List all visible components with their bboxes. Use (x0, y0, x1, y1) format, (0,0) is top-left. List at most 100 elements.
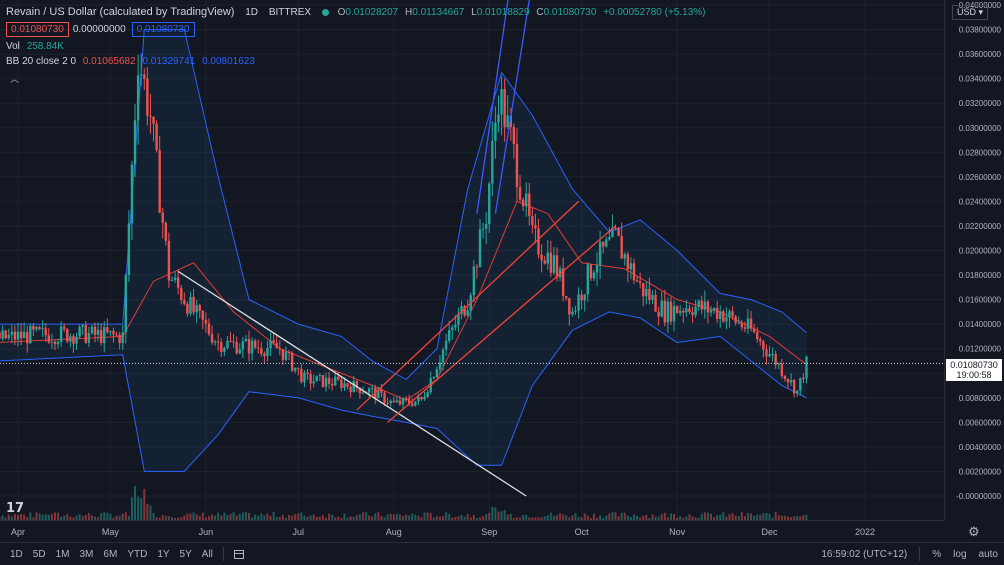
volume-bar (392, 514, 395, 520)
price-axis[interactable]: 0.04000000 0.03800000 0.03600000 0.03400000… (944, 0, 1004, 520)
price-tick-label: 0.01400000 (959, 320, 1002, 329)
volume-bar (60, 516, 63, 520)
volume-bar (512, 517, 515, 520)
candle-body (617, 227, 620, 236)
candle-body (75, 336, 78, 344)
bb-lower-line (0, 311, 807, 472)
time-axis-svg: Apr May Jun Jul Aug Sep Oct Nov Dec 2022 (11, 527, 875, 537)
timeframe-1m[interactable]: 1M (55, 548, 70, 560)
candle-body (383, 392, 386, 403)
candle-body (269, 340, 272, 349)
volume-bar (768, 513, 771, 520)
candle-body (260, 348, 263, 354)
volume-bar (605, 515, 608, 520)
volume-bar (697, 517, 700, 520)
volume-bar (639, 517, 642, 520)
candle-body (226, 340, 229, 348)
candle-body (352, 381, 355, 393)
candle-body (543, 260, 546, 264)
timeframe-all[interactable]: All (201, 548, 213, 560)
candle-body (725, 317, 728, 322)
timeframe-5y[interactable]: 5Y (179, 548, 192, 560)
price-tick-label: 0.02000000 (959, 247, 1002, 256)
volume-bar (796, 515, 799, 520)
candle-body (598, 241, 602, 266)
log-toggle[interactable]: log (953, 548, 967, 560)
candle-body (762, 341, 765, 350)
candle-body (682, 310, 685, 313)
volume-bar (602, 517, 605, 520)
candle-body (176, 277, 180, 288)
symbol-title[interactable]: Revain / US Dollar (calculated by Tradin… (6, 6, 235, 18)
volume-bar (463, 516, 466, 520)
volume-bar (112, 517, 115, 520)
volume-bar (254, 514, 257, 520)
volume-bar (657, 516, 660, 520)
candle-body (63, 326, 66, 330)
interval-label[interactable]: 1D (245, 7, 259, 18)
volume-bar (75, 515, 78, 520)
calendar-icon[interactable] (233, 549, 244, 559)
candle-body (771, 353, 774, 355)
timeframe-5d[interactable]: 5D (32, 548, 46, 560)
timeframe-1d[interactable]: 1D (10, 548, 23, 560)
timeframe-1y[interactable]: 1Y (157, 548, 170, 560)
chart-area[interactable]: Revain / US Dollar (calculated by Tradin… (0, 0, 944, 520)
volume-bar (352, 516, 355, 520)
volume-bar (734, 515, 737, 520)
volume-bar (297, 513, 300, 520)
timeframe-ytd[interactable]: YTD (127, 548, 148, 560)
timeframe-6m[interactable]: 6M (103, 548, 118, 560)
candle-body (734, 316, 737, 323)
currency-button[interactable]: USD ▾ (952, 5, 989, 20)
candle-body (210, 334, 214, 343)
candle-body (722, 311, 725, 322)
volume-bar (109, 514, 112, 520)
volume-bar (457, 516, 460, 520)
price-tick-label: -0.00000000 (956, 492, 1001, 501)
percent-toggle[interactable]: % (932, 548, 942, 560)
volume-bar (485, 513, 488, 520)
candle-body (602, 241, 605, 247)
candle-body (441, 349, 445, 363)
volume-bar (266, 513, 269, 520)
candle-body (774, 353, 777, 365)
tradingview-logo[interactable]: 17 (6, 501, 25, 516)
candle-body (571, 311, 574, 315)
candle-body (466, 310, 469, 316)
volume-bar (241, 512, 244, 520)
volume-legend[interactable]: Vol 258.84K (6, 41, 64, 52)
price-tick-label: 0.00200000 (959, 467, 1002, 476)
candle-body (491, 140, 494, 184)
time-axis[interactable]: Apr May Jun Jul Aug Sep Oct Nov Dec 2022 (0, 520, 944, 543)
volume-bar (552, 515, 555, 520)
clock-timezone[interactable]: 16:59:02 (UTC+12) (821, 548, 908, 560)
volume-bar (571, 515, 574, 520)
volume-bar (432, 517, 435, 520)
volume-bar (654, 516, 657, 520)
volume-bar (725, 516, 728, 520)
gear-icon[interactable]: ⚙ (968, 524, 980, 539)
volume-bar (192, 512, 195, 520)
volume-bar (395, 513, 398, 520)
collapse-legend-icon[interactable]: ︿ (10, 74, 20, 84)
volume-bar (66, 514, 69, 520)
chart-canvas[interactable] (0, 0, 944, 520)
auto-toggle[interactable]: auto (978, 548, 998, 560)
sell-price-button[interactable]: 0.01080730 (6, 22, 69, 37)
timeframe-3m[interactable]: 3M (79, 548, 94, 560)
volume-bar (411, 513, 414, 520)
candle-body (503, 89, 506, 128)
volume-bar (790, 517, 793, 520)
candle-body (638, 281, 642, 284)
buy-price-button[interactable]: 0.01080730 (131, 22, 195, 37)
bb-legend[interactable]: BB 20 close 2 0 0.01065682 0.01329741 0.… (6, 56, 255, 67)
candle-body (170, 279, 174, 281)
candle-body (444, 340, 448, 350)
volume-bar (460, 514, 463, 520)
candle-body (657, 311, 660, 317)
candle-body (574, 310, 577, 312)
volume-bar (174, 517, 177, 520)
volume-bar (660, 514, 663, 520)
candle-body (303, 372, 306, 383)
